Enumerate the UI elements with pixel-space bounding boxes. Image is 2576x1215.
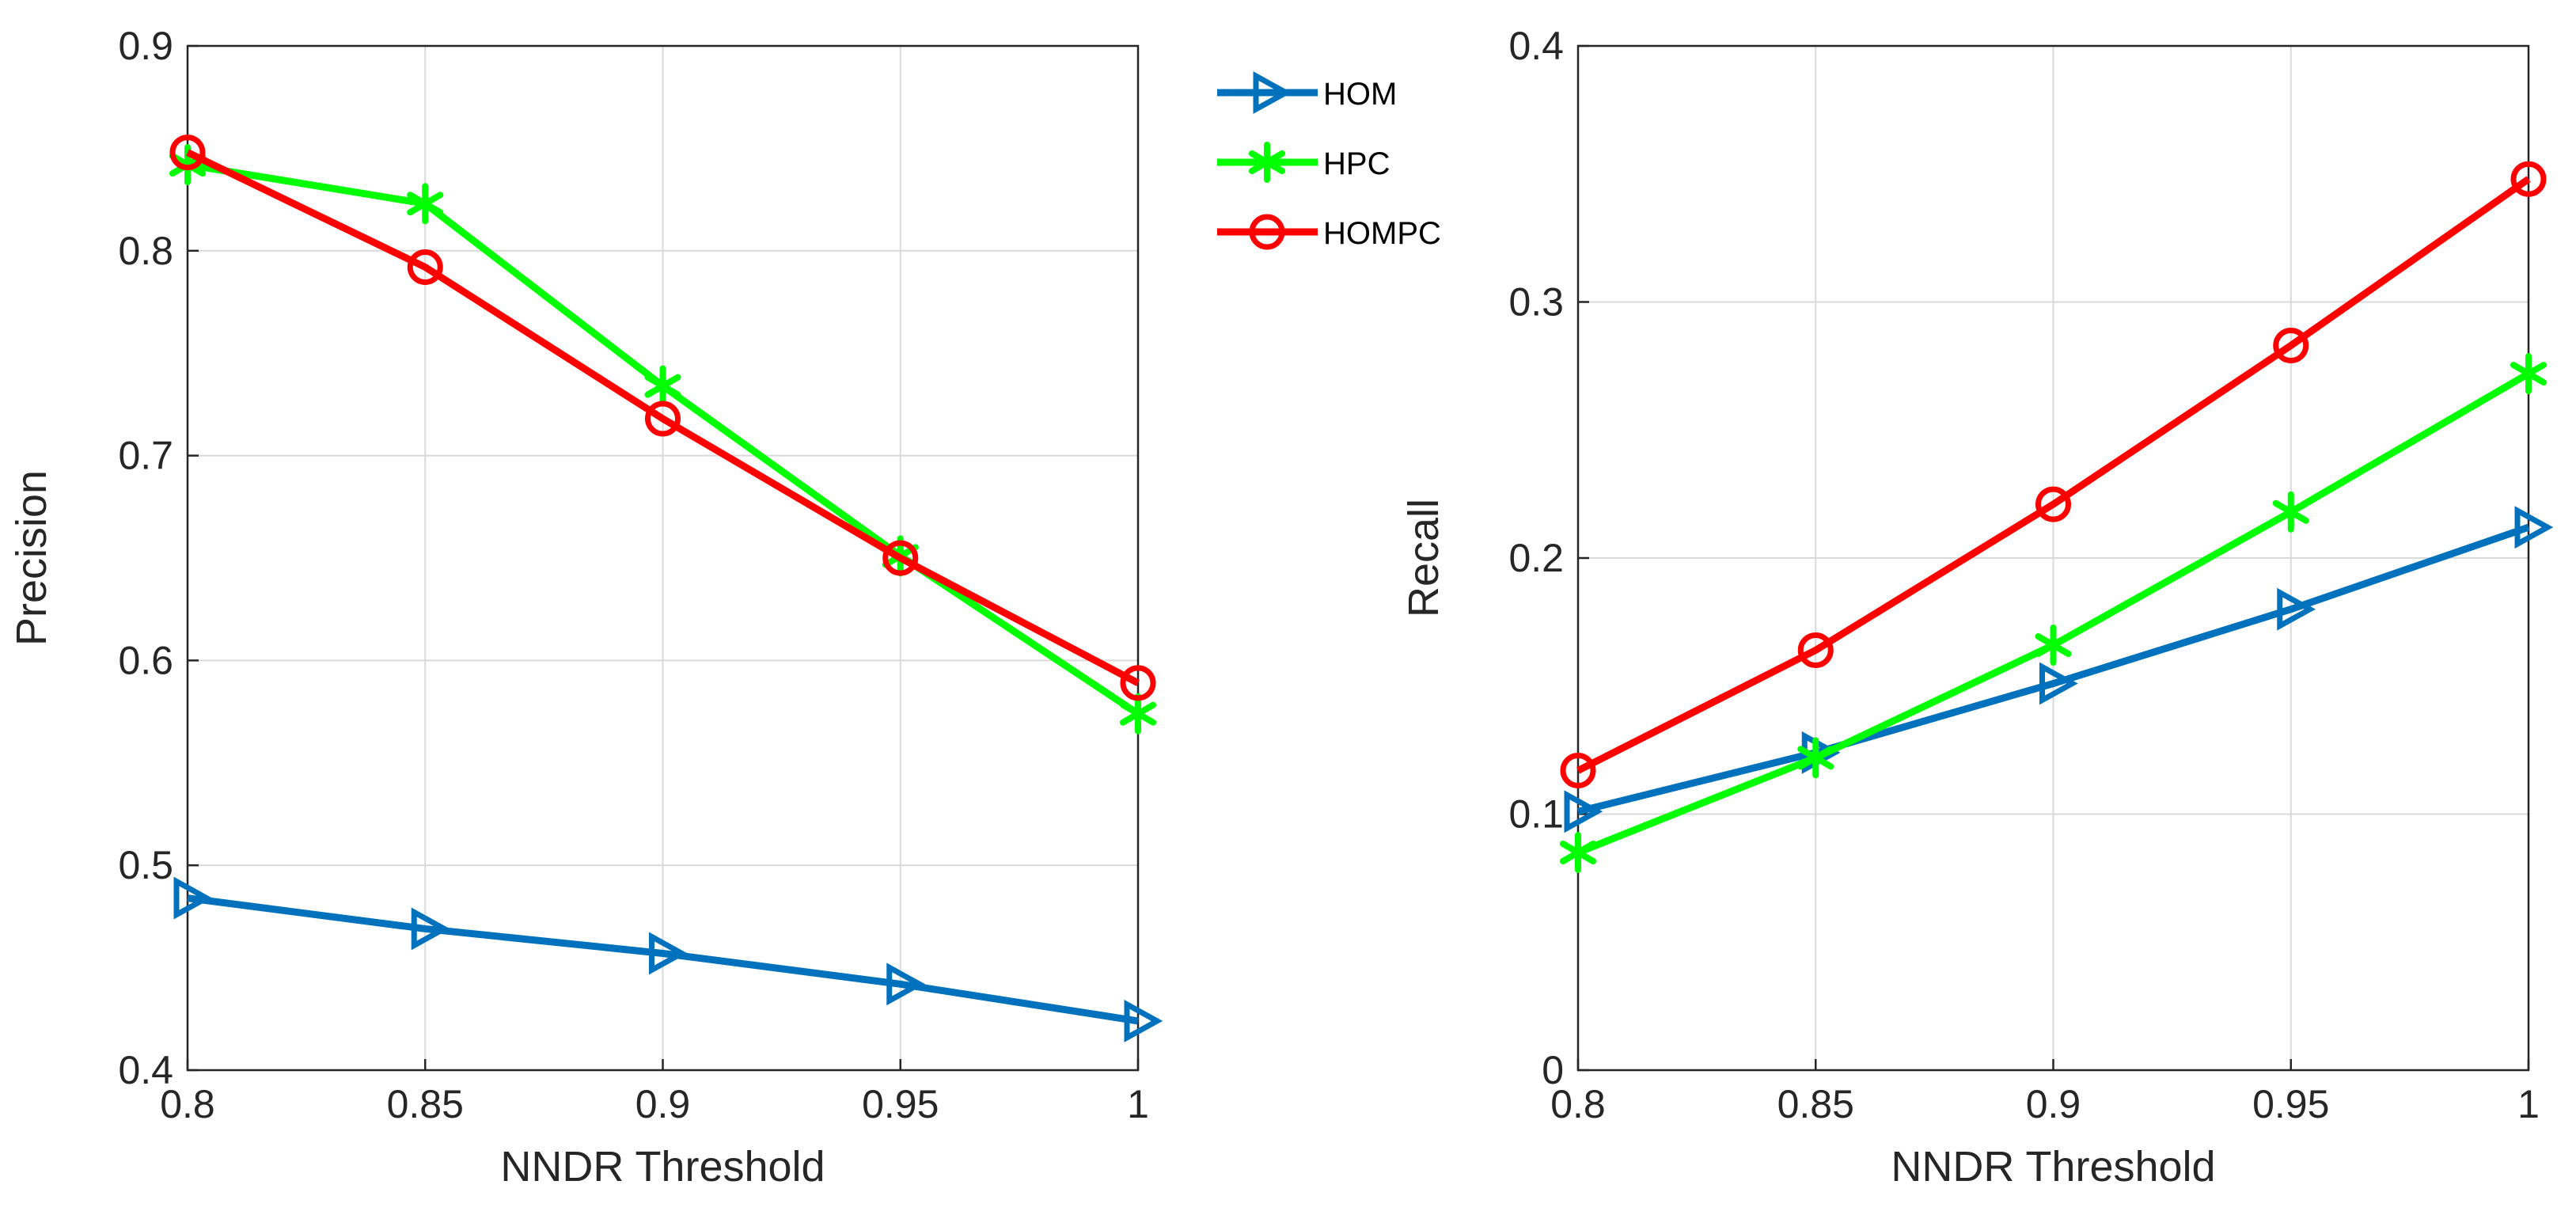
x-axis-label: NNDR Threshold xyxy=(1891,1143,2215,1190)
legend-entry-hompc: HOMPC xyxy=(1217,214,1441,251)
data-point-hom xyxy=(173,876,213,920)
y-axis-label: Recall xyxy=(1400,499,1447,617)
series-line-hompc xyxy=(186,149,1140,686)
x-tick-label: 0.8 xyxy=(160,1082,215,1126)
y-tick-label: 0.5 xyxy=(118,843,173,887)
legend-entry-hom: HOM xyxy=(1217,71,1397,114)
data-point-hpc xyxy=(1797,737,1834,779)
y-tick-label: 0.1 xyxy=(1508,792,1564,837)
data-point-hpc xyxy=(407,183,444,225)
data-point-hpc xyxy=(2272,491,2309,533)
x-tick-label: 0.85 xyxy=(387,1082,464,1126)
y-tick-label: 0.2 xyxy=(1508,536,1564,580)
data-point-hom xyxy=(1564,790,1603,833)
data-point-hom xyxy=(886,963,925,1006)
legend-marker-hompc xyxy=(1249,214,1285,250)
legend: HOM HPC HOMPC xyxy=(1217,71,1441,251)
legend-label: HOM xyxy=(1323,77,1397,112)
x-tick-label: 0.95 xyxy=(862,1082,939,1126)
data-point-hompc xyxy=(1797,632,1834,668)
series-hompc xyxy=(169,135,1156,701)
y-tick-label: 0.4 xyxy=(118,1048,173,1092)
legend-marker-hpc xyxy=(1248,142,1286,183)
series-line-hompc xyxy=(1576,176,2531,774)
y-tick-label: 0 xyxy=(1542,1048,1564,1092)
data-point-hompc xyxy=(882,540,919,576)
x-tick-label: 0.85 xyxy=(1777,1082,1854,1126)
x-tick-label: 0.9 xyxy=(2026,1082,2081,1126)
data-point-hompc xyxy=(169,135,206,171)
y-axis-label: Precision xyxy=(8,470,55,646)
data-point-hom xyxy=(1124,999,1163,1042)
x-tick-label: 0.9 xyxy=(635,1082,691,1126)
grid xyxy=(1577,45,2529,1071)
y-tick-label: 0.7 xyxy=(118,434,173,478)
y-tick-label: 0.9 xyxy=(118,24,173,68)
data-point-hom xyxy=(411,907,450,951)
y-tick-label: 0.8 xyxy=(118,229,173,273)
tick-labels: 0.8 0.85 0.9 0.95 1 0 0.1 0.2 0.3 0.4 xyxy=(1508,24,2539,1126)
data-point-hompc xyxy=(645,401,681,437)
data-point-hompc xyxy=(2035,486,2071,522)
series-hpc xyxy=(1559,353,2548,874)
y-tick-label: 0.3 xyxy=(1508,280,1564,325)
data-point-hompc xyxy=(2510,161,2547,197)
x-axis-label: NNDR Threshold xyxy=(500,1143,825,1190)
data-point-hpc xyxy=(1119,693,1157,735)
data-point-hpc xyxy=(2510,353,2548,395)
data-point-hpc xyxy=(644,365,681,407)
data-point-hom xyxy=(2039,662,2078,705)
data-point-hom xyxy=(2277,587,2316,631)
legend-entry-hpc: HPC xyxy=(1217,142,1390,183)
data-point-hompc xyxy=(1560,753,1596,789)
data-point-hpc xyxy=(2035,624,2072,666)
legend-label: HOMPC xyxy=(1323,216,1441,251)
x-tick-label: 1 xyxy=(2517,1082,2540,1126)
y-tick-label: 0.6 xyxy=(118,638,173,682)
data-point-hpc xyxy=(1559,832,1597,874)
data-point-hom xyxy=(649,932,688,975)
x-tick-label: 1 xyxy=(1127,1082,1149,1126)
legend-marker-hom xyxy=(1253,71,1292,114)
data-point-hompc xyxy=(1120,665,1156,701)
series-hompc xyxy=(1560,161,2547,789)
tick-labels: 0.8 0.85 0.9 0.95 1 0.4 0.5 0.6 0.7 0.8 0.9 xyxy=(118,24,1148,1126)
series-hom xyxy=(173,876,1163,1042)
legend-label: HPC xyxy=(1323,146,1390,181)
data-point-hompc xyxy=(2273,327,2309,363)
series-line-hom xyxy=(187,894,1139,1025)
series-line-hom xyxy=(1576,523,2530,815)
data-point-hompc xyxy=(407,249,443,286)
x-tick-label: 0.8 xyxy=(1550,1082,1606,1126)
data-point-hom xyxy=(2514,506,2554,549)
y-tick-label: 0.4 xyxy=(1508,24,1564,68)
recall-chart: 0.8 0.85 0.9 0.95 1 0 0.1 0.2 0.3 0.4 NNDR Thresho… xyxy=(1400,24,2554,1190)
x-tick-label: 0.95 xyxy=(2252,1082,2329,1126)
precision-chart: 0.8 0.85 0.9 0.95 1 0.4 0.5 0.6 0.7 0.8 0.9 NNDR Th… xyxy=(8,24,1163,1190)
